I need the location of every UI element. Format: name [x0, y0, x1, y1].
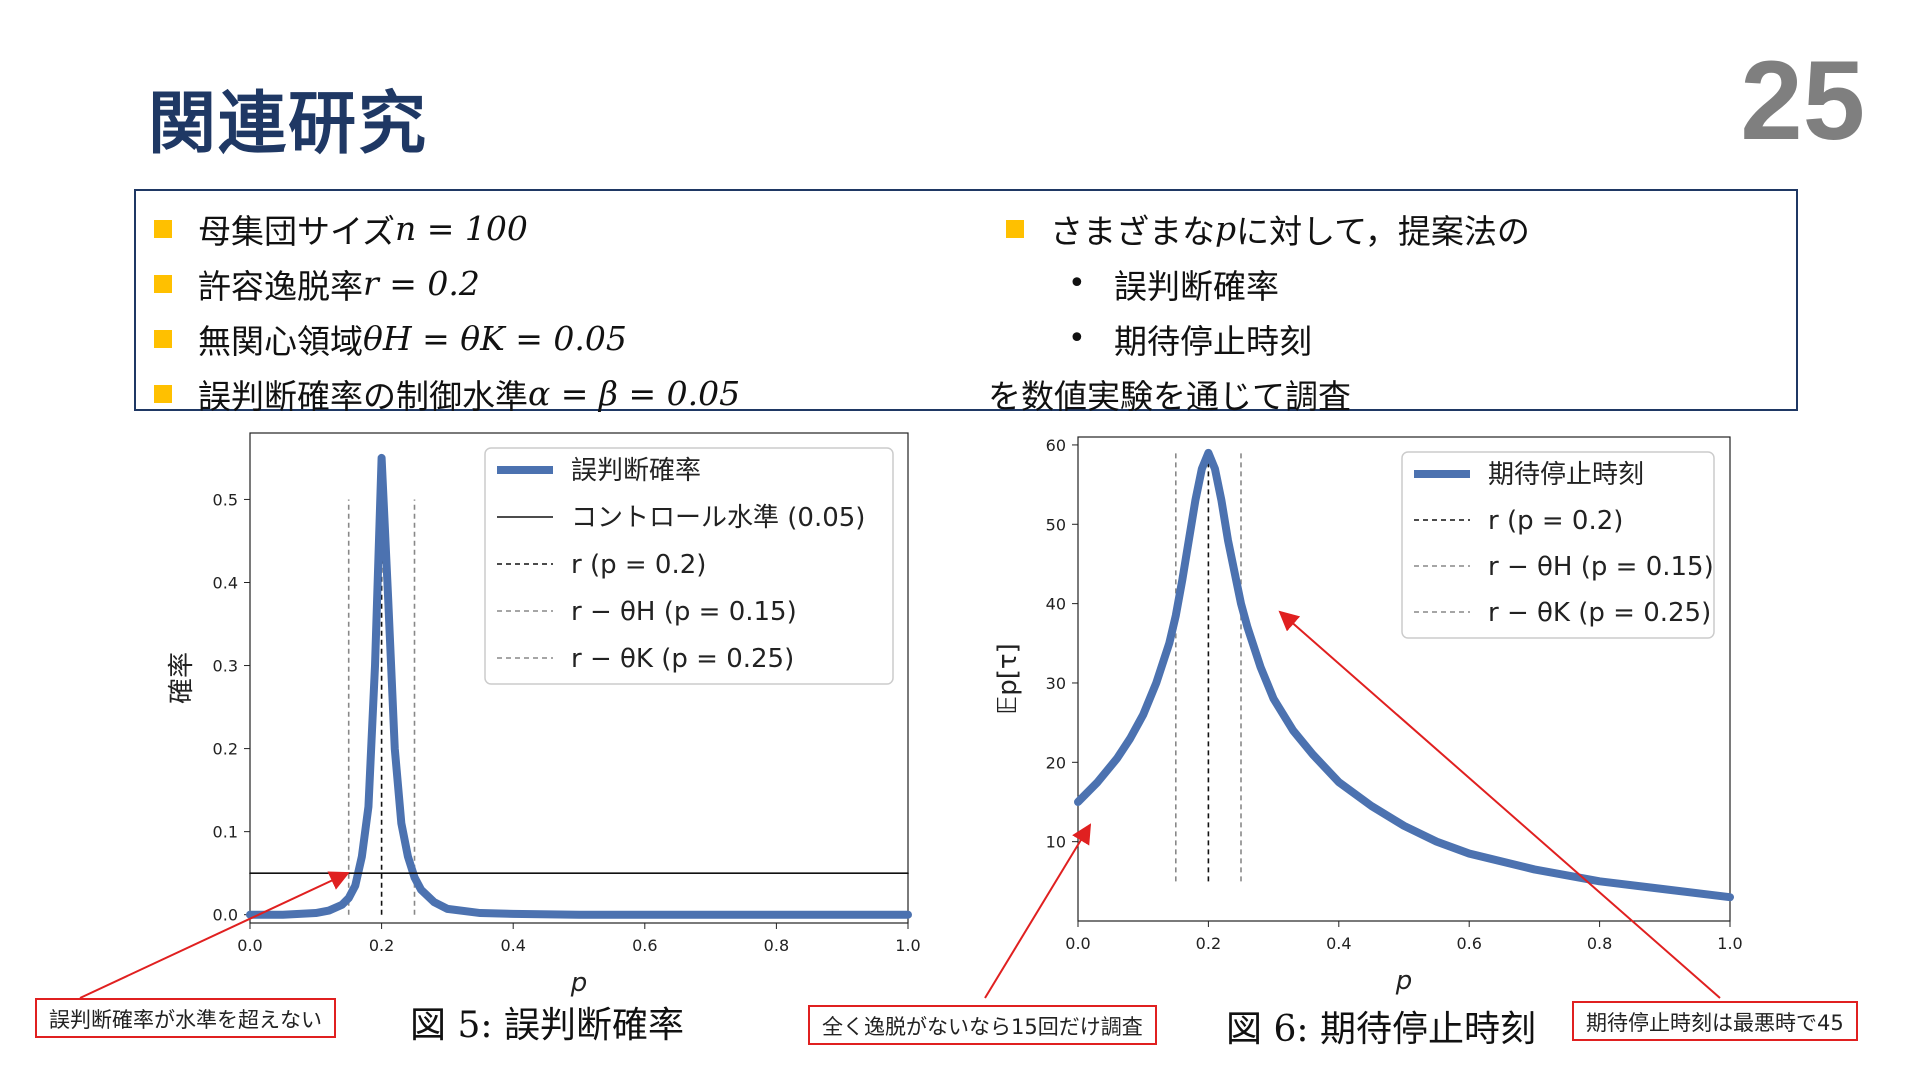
y-axis-label: 𝔼p[τ]: [993, 643, 1023, 714]
lead-pre: さまざまな: [1050, 211, 1215, 251]
arrow-left: [79, 871, 350, 999]
legend-label: 誤判断確率: [571, 456, 701, 486]
figure-5-label: 図 5:: [410, 1005, 493, 1046]
figure-6-text: 期待停止時刻: [1319, 1009, 1536, 1050]
lead-math: p: [1215, 209, 1237, 248]
bullet-square-icon: [154, 384, 172, 403]
y-tick-label: 0.4: [213, 573, 238, 592]
series-line-main: [1074, 448, 1734, 902]
experiment-subitem: • 誤判断確率: [1006, 256, 1530, 311]
figure-5-caption: 図 5: 誤判断確率: [410, 996, 684, 1048]
y-tick-label: 0.2: [213, 740, 238, 759]
summary-box: 母集団サイズ n = 100 許容逸脱率 r = 0.2 無関心領域 θH = …: [134, 189, 1798, 416]
bullet-square-icon: [154, 329, 172, 348]
y-axis-label: 確率: [167, 652, 197, 704]
y-tick-label: 30: [1046, 674, 1066, 693]
figure-6-caption: 図 6: 期待停止時刻: [1226, 1000, 1536, 1052]
legend-label: r − θH (p = 0.15): [1488, 552, 1714, 582]
x-tick-label: 0.4: [500, 936, 525, 955]
condition-item: 母集団サイズ n = 100: [154, 201, 740, 256]
y-tick-label: 0.1: [213, 823, 238, 842]
legend-label: r (p = 0.2): [571, 550, 706, 580]
conclusion-text: を数値実験を通じて調査: [988, 376, 1351, 416]
y-tick-label: 10: [1046, 833, 1066, 852]
y-tick-label: 0.0: [213, 906, 238, 925]
y-tick-label: 60: [1046, 436, 1066, 455]
callout-middle: 全く逸脱がないなら15回だけ調査: [808, 1005, 1157, 1045]
y-tick-label: 0.5: [213, 490, 238, 509]
x-tick-label: 0.8: [1587, 934, 1612, 953]
x-tick-label: 0.6: [632, 936, 657, 955]
bullet-dot-icon: •: [1068, 321, 1086, 356]
legend-label: r − θK (p = 0.25): [571, 644, 794, 674]
condition-math: n = 100: [395, 209, 528, 248]
x-tick-label: 1.0: [1717, 934, 1742, 953]
experiment-conclusion: を数値実験を通じて調査: [988, 366, 1530, 421]
bullet-square-icon: [154, 274, 172, 293]
bullet-square-icon: [1006, 219, 1024, 238]
bullet-square-icon: [154, 219, 172, 238]
condition-item: 許容逸脱率 r = 0.2: [154, 256, 740, 311]
x-tick-label: 1.0: [895, 936, 920, 955]
slide-title: 関連研究: [148, 85, 429, 164]
experiment-lead: さまざまな p に対して，提案法の: [1006, 201, 1530, 256]
x-tick-label: 0.8: [764, 936, 789, 955]
condition-item: 誤判断確率の制御水準 α = β = 0.05: [154, 366, 740, 421]
page-number: 25: [1740, 38, 1865, 163]
condition-math: r = 0.2: [363, 264, 480, 303]
condition-item: 無関心領域 θH = θK = 0.05: [154, 311, 740, 366]
callout-left: 誤判断確率が水準を超えない: [35, 998, 336, 1038]
legend-label: r − θK (p = 0.25): [1488, 598, 1711, 628]
experiment-description: さまざまな p に対して，提案法の • 誤判断確率 • 期待停止時刻 を数値実験…: [988, 201, 1530, 421]
condition-label: 母集団サイズ: [198, 211, 396, 251]
conditions-list: 母集団サイズ n = 100 許容逸脱率 r = 0.2 無関心領域 θH = …: [154, 201, 740, 421]
x-tick-label: 0.2: [369, 936, 394, 955]
x-tick-label: 0.0: [237, 936, 262, 955]
plot-frame: [1077, 436, 1731, 922]
figure-5-text: 誤判断確率: [503, 1005, 684, 1046]
legend-label: 期待停止時刻: [1488, 460, 1644, 490]
lead-post: に対して，提案法の: [1236, 211, 1530, 251]
callout-right: 期待停止時刻は最悪時で45: [1572, 1001, 1858, 1041]
y-tick-label: 50: [1046, 515, 1066, 534]
y-tick-label: 20: [1046, 753, 1066, 772]
condition-math: α = β = 0.05: [528, 374, 741, 413]
y-tick-label: 0.3: [213, 657, 238, 676]
legend-label: r − θH (p = 0.15): [571, 597, 797, 627]
figure-6-label: 図 6:: [1226, 1009, 1309, 1050]
series-line-main: [246, 453, 912, 919]
subitem-label: 誤判断確率: [1114, 266, 1279, 306]
x-tick-label: 0.6: [1456, 934, 1481, 953]
x-axis-label: p: [570, 968, 588, 998]
x-tick-label: 0.4: [1326, 934, 1351, 953]
subitem-label: 期待停止時刻: [1114, 321, 1312, 361]
condition-label: 許容逸脱率: [198, 266, 363, 306]
experiment-subitem: • 期待停止時刻: [1006, 311, 1530, 366]
legend-frame: [1401, 451, 1715, 639]
x-axis-label: p: [1395, 966, 1413, 996]
condition-label: 誤判断確率の制御水準: [198, 376, 528, 416]
arrow-middle: [984, 823, 1092, 999]
arrow-right: [1278, 610, 1721, 999]
legend-frame: [484, 447, 894, 685]
x-tick-label: 0.0: [1065, 934, 1090, 953]
bullet-dot-icon: •: [1068, 266, 1086, 301]
legend-label: r (p = 0.2): [1488, 506, 1623, 536]
condition-label: 無関心領域: [198, 321, 363, 361]
y-tick-label: 40: [1046, 595, 1066, 614]
condition-math: θH = θK = 0.05: [363, 319, 627, 358]
x-tick-label: 0.2: [1196, 934, 1221, 953]
plot-frame: [249, 432, 909, 924]
legend-label: コントロール水準 (0.05): [571, 503, 865, 533]
